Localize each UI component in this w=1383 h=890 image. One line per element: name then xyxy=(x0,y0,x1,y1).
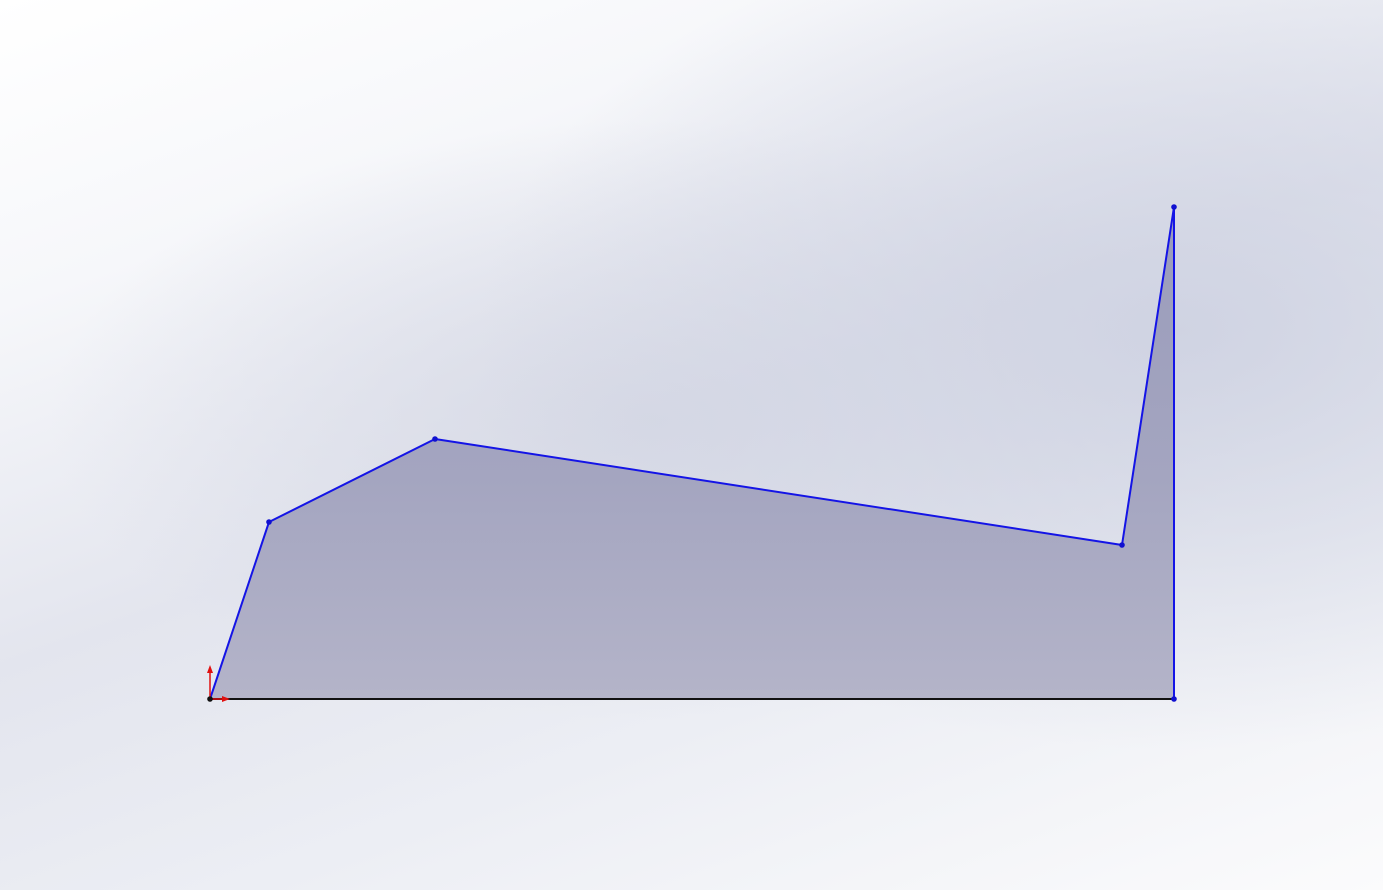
sketch-segments xyxy=(209,206,1175,700)
vertex-point[interactable] xyxy=(1171,696,1177,702)
sketch-vertices xyxy=(266,204,1177,702)
vertex-point[interactable] xyxy=(1119,542,1125,548)
sketch-line-4[interactable] xyxy=(1121,206,1175,546)
sketch-line-3[interactable] xyxy=(434,438,1123,546)
sketch-line-2[interactable] xyxy=(268,438,436,523)
vertex-point[interactable] xyxy=(432,436,438,442)
sketch-line-1[interactable] xyxy=(209,521,270,700)
origin-triad-icon[interactable] xyxy=(207,665,230,702)
vertex-point[interactable] xyxy=(266,519,272,525)
vertex-point[interactable] xyxy=(1171,204,1177,210)
sketch-region-fill[interactable] xyxy=(210,207,1174,699)
